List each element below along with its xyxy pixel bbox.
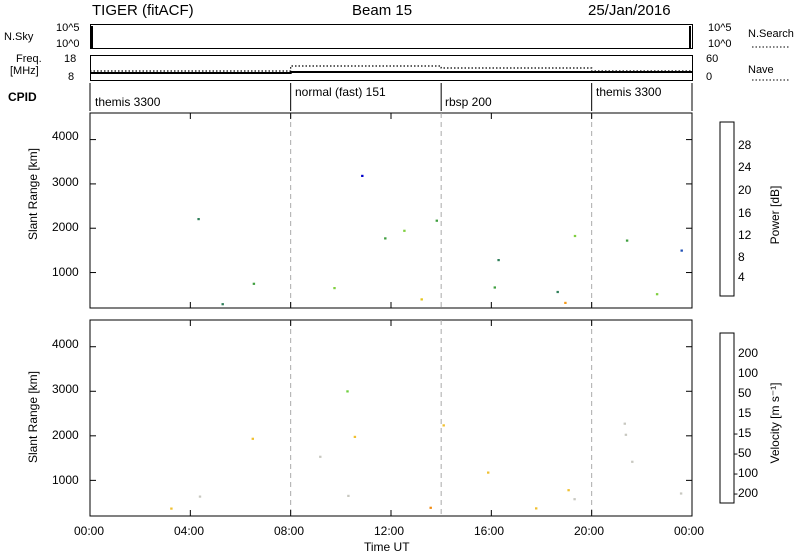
velocity-ytick-3000: 3000 <box>52 382 79 396</box>
sky-noise-label: N.Sky <box>4 31 34 43</box>
freq-label-line1: Freq. <box>16 53 42 65</box>
velocity-echo-cell <box>573 498 576 501</box>
vel-cbar-tick-100: 100 <box>738 366 759 380</box>
vel-cbar-tick-m100: -100 <box>734 466 759 480</box>
nave-tick-low: 0 <box>706 71 713 83</box>
power-echo-cell <box>493 286 496 289</box>
power-echo-cell <box>403 229 406 232</box>
velocity-echo-cell <box>442 424 445 427</box>
freq-tick-low: 8 <box>68 71 75 83</box>
cpid-segment-4: themis 3300 <box>596 85 662 99</box>
search-tick-low: 10^0 <box>708 38 732 50</box>
power-echo-cell <box>625 239 629 242</box>
velocity-ytick-4000: 4000 <box>52 337 79 351</box>
power-echo-cell <box>564 301 567 304</box>
power-echo-cell <box>333 287 336 290</box>
power-echo-cell <box>197 218 200 221</box>
velocity-colorbar-frame <box>719 332 735 504</box>
power-cbar-tick-28: 28 <box>738 138 752 152</box>
velocity-echo-cell <box>535 507 538 510</box>
frequency-panel <box>90 55 693 81</box>
power-echo-cell <box>252 282 256 285</box>
nave-trace <box>90 65 692 72</box>
vel-cbar-tick-50: 50 <box>738 386 752 400</box>
xtick-2000: 20:00 <box>574 524 605 538</box>
velocity-echo-cell <box>170 507 173 510</box>
power-echo-cell <box>420 298 423 301</box>
vel-cbar-tick-m50: -50 <box>734 446 752 460</box>
cpid-segment-2: normal (fast) 151 <box>295 85 386 99</box>
freq-label-line2: [MHz] <box>10 65 39 77</box>
power-ytick-3000: 3000 <box>52 175 79 189</box>
frequency-trace <box>90 71 692 74</box>
vel-cbar-tick-15: 15 <box>738 406 752 420</box>
power-ytick-2000: 2000 <box>52 220 79 234</box>
power-cbar-tick-8: 8 <box>738 250 745 264</box>
velocity-echo-cell <box>631 460 634 463</box>
power-echo-cell <box>435 219 438 222</box>
velocity-echo-cell <box>487 471 490 474</box>
velocity-echo-cell <box>567 489 570 492</box>
power-echo-cell <box>655 293 659 296</box>
xtick-0400: 04:00 <box>174 524 205 538</box>
power-ytick-1000: 1000 <box>52 265 79 279</box>
power-cbar-tick-4: 4 <box>738 270 745 284</box>
cpid-segment-3: rbsp 200 <box>445 95 492 109</box>
xaxis-label: Time UT <box>364 540 410 554</box>
xtick-0800: 08:00 <box>274 524 305 538</box>
velocity-echo-cell <box>624 433 628 436</box>
date-title: 25/Jan/2016 <box>588 2 671 19</box>
power-echo-cell <box>361 174 364 177</box>
power-cbar-tick-12: 12 <box>738 228 752 242</box>
velocity-echo-cell <box>198 495 202 498</box>
velocity-echo-cell <box>347 494 350 497</box>
beam-title: Beam 15 <box>352 2 413 19</box>
power-echo-cell <box>221 303 224 306</box>
velocity-echo-cell <box>623 422 626 425</box>
search-noise-label: N.Search <box>748 28 794 40</box>
vel-cbar-tick-m200: -200 <box>734 486 759 500</box>
search-tick-high: 10^5 <box>708 22 732 34</box>
radar-title: TIGER (fitACF) <box>92 2 194 19</box>
velocity-echo-cell <box>679 492 683 495</box>
cpid-segment-1: themis 3300 <box>95 95 161 109</box>
power-echo-cell <box>384 237 387 240</box>
power-echo-cell <box>680 249 683 252</box>
velocity-echo-cell <box>346 390 349 393</box>
velocity-echo-cell <box>353 435 357 438</box>
xtick-1200: 12:00 <box>374 524 405 538</box>
power-cbar-tick-16: 16 <box>738 206 752 220</box>
power-echo-cell <box>556 290 559 294</box>
power-ytick-4000: 4000 <box>52 129 79 143</box>
velocity-echo-cell <box>319 455 322 458</box>
freq-tick-high: 18 <box>64 53 77 65</box>
xtick-0000: 00:00 <box>74 524 105 538</box>
xtick-1600: 16:00 <box>474 524 505 538</box>
power-colorbar-frame <box>719 121 735 297</box>
power-cbar-tick-24: 24 <box>738 160 752 174</box>
velocity-ytick-1000: 1000 <box>52 473 79 487</box>
velocity-ytick-2000: 2000 <box>52 428 79 442</box>
power-echo-cell <box>497 259 500 262</box>
power-panel-frame <box>89 112 693 309</box>
nave-tick-high: 60 <box>706 53 719 65</box>
sky-noise-panel <box>90 24 693 49</box>
nave-label: Nave <box>748 64 774 76</box>
vel-cbar-tick-m15: -15 <box>734 426 752 440</box>
sky-tick-high: 10^5 <box>56 22 80 34</box>
xtick-2400: 00:00 <box>674 524 705 538</box>
cpid-label: CPID <box>8 90 37 104</box>
velocity-echo-cell <box>251 437 254 440</box>
vel-cbar-tick-200: 200 <box>738 346 759 360</box>
sky-tick-low: 10^0 <box>56 38 80 50</box>
velocity-panel-frame <box>89 319 693 517</box>
power-cbar-tick-20: 20 <box>738 183 752 197</box>
power-echo-cell <box>573 234 577 238</box>
velocity-echo-cell <box>429 506 432 509</box>
